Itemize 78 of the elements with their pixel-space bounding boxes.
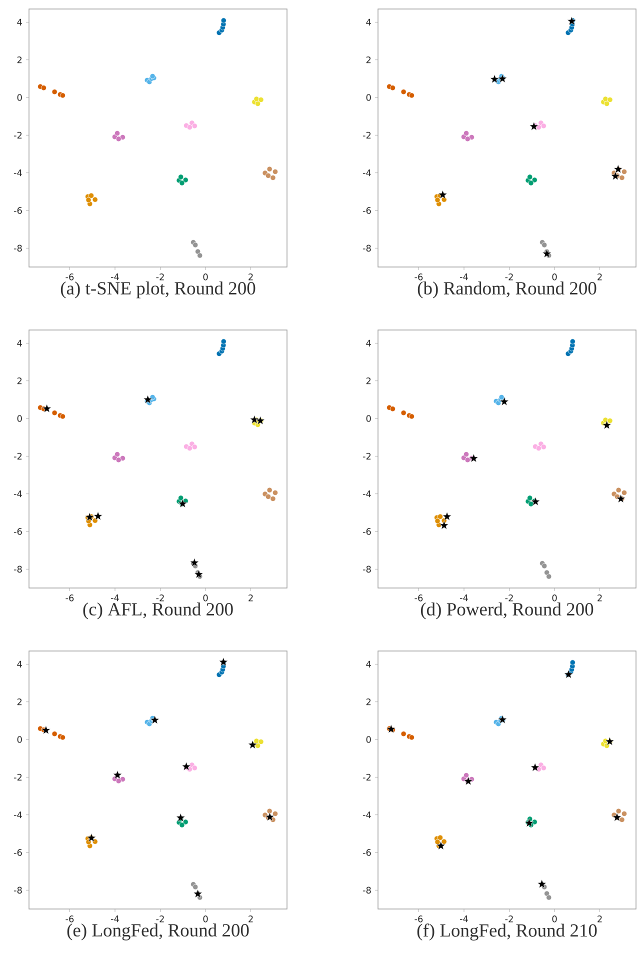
y-tick-label: 2 bbox=[366, 698, 371, 706]
y-tick-label: -4 bbox=[14, 812, 22, 818]
text: (e) LongFed, Round 200 bbox=[67, 924, 249, 940]
text: (d) Powerd, Round 200 bbox=[420, 602, 594, 620]
x-tick-label: -4 bbox=[460, 916, 468, 922]
x-tick-label: -6 bbox=[66, 274, 74, 280]
y-tick-label: 2 bbox=[17, 378, 22, 384]
x-tick-label: -2 bbox=[505, 274, 513, 280]
y-tick-label: -6 bbox=[14, 528, 22, 535]
y-tick-label: 0 bbox=[17, 94, 22, 101]
y-tick-label: -6 bbox=[362, 528, 371, 535]
x-tick-label: -6 bbox=[414, 916, 423, 922]
y-tick-label: 2 bbox=[366, 56, 371, 64]
y-tick-label: 4 bbox=[17, 18, 22, 26]
x-tick-label: -4 bbox=[460, 594, 468, 602]
y-tick-label: 4 bbox=[366, 660, 371, 668]
y-tick-label: -2 bbox=[362, 774, 371, 781]
x-tick-label: 2 bbox=[598, 274, 602, 280]
x-tick-label: -6 bbox=[66, 916, 74, 922]
x-tick-label: 2 bbox=[248, 916, 253, 922]
y-tick-label: 4 bbox=[17, 340, 22, 346]
y-tick-label: -6 bbox=[14, 849, 22, 856]
x-tick-label: -6 bbox=[66, 594, 74, 602]
x-tick-label: -6 bbox=[414, 274, 423, 280]
x-tick-label: 2 bbox=[598, 916, 602, 922]
y-tick-label: 2 bbox=[17, 698, 22, 706]
y-tick-label: 0 bbox=[366, 94, 371, 101]
x-tick-label: -2 bbox=[156, 594, 164, 602]
y-tick-label: -6 bbox=[362, 849, 371, 856]
y-tick-label: 0 bbox=[17, 736, 22, 743]
x-tick-label: -4 bbox=[110, 916, 119, 922]
y-tick-label: -4 bbox=[14, 170, 22, 176]
y-tick-label: -4 bbox=[362, 812, 371, 818]
y-tick-label: -8 bbox=[362, 244, 371, 252]
x-tick-label: -4 bbox=[110, 594, 119, 602]
x-tick-label: 2 bbox=[248, 594, 253, 602]
x-tick-label: 0 bbox=[203, 274, 208, 280]
x-tick-label: 0 bbox=[203, 594, 208, 602]
y-tick-label: -4 bbox=[362, 490, 371, 498]
y-tick-label: -8 bbox=[362, 566, 371, 573]
y-tick-label: -2 bbox=[14, 132, 22, 139]
y-tick-label: -2 bbox=[14, 452, 22, 460]
x-tick-label: 0 bbox=[203, 916, 208, 922]
y-tick-label: 0 bbox=[17, 415, 22, 422]
x-tick-label: -4 bbox=[460, 274, 468, 280]
text: (a) t-SNE plot, Round 200 bbox=[60, 282, 256, 298]
x-tick-label: -2 bbox=[156, 274, 164, 280]
x-tick-label: -2 bbox=[505, 916, 513, 922]
y-tick-label: 0 bbox=[366, 736, 371, 743]
x-tick-label: 0 bbox=[552, 916, 557, 922]
y-tick-label: -2 bbox=[14, 774, 22, 781]
y-tick-label: 0 bbox=[366, 415, 371, 422]
y-tick-label: -8 bbox=[362, 886, 371, 894]
text: (c) AFL, Round 200 bbox=[83, 602, 233, 620]
y-tick-label: -8 bbox=[14, 244, 22, 252]
y-tick-label: 4 bbox=[366, 340, 371, 346]
y-tick-label: -8 bbox=[14, 566, 22, 573]
y-tick-label: 4 bbox=[17, 660, 22, 668]
text: (f) LongFed, Round 210 bbox=[417, 924, 597, 941]
y-tick-label: -6 bbox=[14, 207, 22, 214]
y-tick-label: 2 bbox=[366, 378, 371, 384]
x-tick-label: -4 bbox=[110, 274, 119, 280]
x-tick-label: -6 bbox=[414, 594, 423, 602]
y-tick-label: -8 bbox=[14, 886, 22, 894]
y-tick-label: -2 bbox=[362, 452, 371, 460]
x-tick-label: 2 bbox=[248, 274, 253, 280]
y-tick-label: -4 bbox=[362, 170, 371, 176]
x-tick-label: -2 bbox=[156, 916, 164, 922]
y-tick-label: 2 bbox=[17, 56, 22, 64]
y-tick-label: -6 bbox=[362, 207, 371, 214]
x-tick-label: -2 bbox=[505, 594, 513, 602]
text: (b) Random, Round 200 bbox=[418, 282, 596, 298]
x-tick-label: 2 bbox=[598, 594, 602, 602]
x-tick-label: 0 bbox=[552, 594, 557, 602]
y-tick-label: -2 bbox=[362, 132, 371, 139]
y-tick-label: -4 bbox=[14, 490, 22, 498]
x-tick-label: 0 bbox=[552, 274, 557, 280]
y-tick-label: 4 bbox=[366, 18, 371, 26]
